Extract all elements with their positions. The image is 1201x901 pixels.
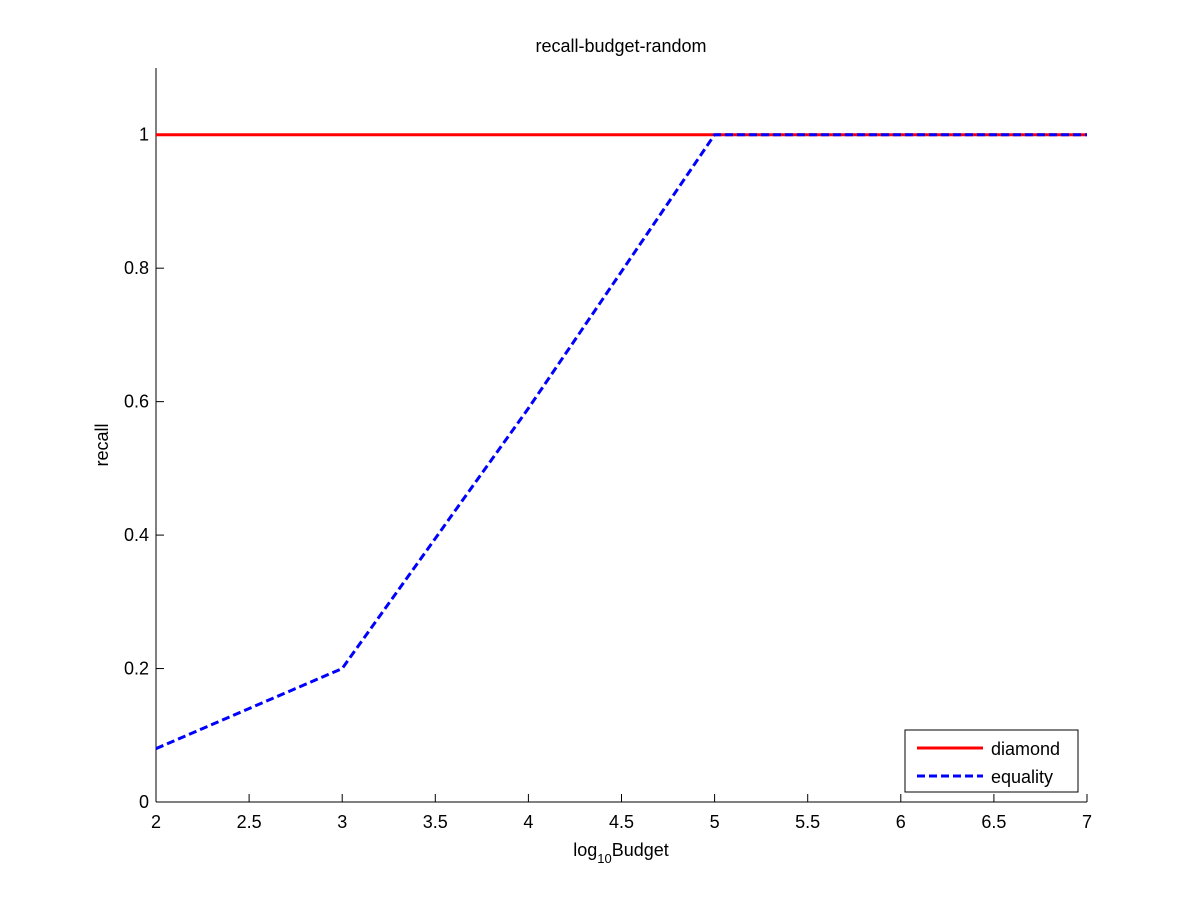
y-tick-label-0-2: 0.2 xyxy=(124,659,149,679)
y-tick-label-0: 0 xyxy=(139,792,149,812)
legend-label-diamond: diamond xyxy=(991,739,1060,759)
y-tick-label-0-4: 0.4 xyxy=(124,525,149,545)
x-ticks: 2 2.5 3 3.5 4 4.5 5 5.5 6 6.5 7 xyxy=(151,794,1092,832)
x-axis-label-prefix: log xyxy=(573,840,597,860)
legend-label-equality: equality xyxy=(991,767,1053,787)
x-tick-label-3: 3 xyxy=(337,812,347,832)
x-tick-label-6-5: 6.5 xyxy=(981,812,1006,832)
y-axis-label: recall xyxy=(92,423,112,466)
x-tick-label-5: 5 xyxy=(710,812,720,832)
x-axis-label: log10Budget xyxy=(573,840,669,866)
x-tick-label-4: 4 xyxy=(523,812,533,832)
y-tick-label-0-8: 0.8 xyxy=(124,258,149,278)
y-tick-label-0-6: 0.6 xyxy=(124,392,149,412)
x-tick-label-6: 6 xyxy=(896,812,906,832)
series-line-equality xyxy=(155,133,1087,750)
x-tick-label-4-5: 4.5 xyxy=(609,812,634,832)
chart-title: recall-budget-random xyxy=(535,36,706,56)
x-tick-label-2-5: 2.5 xyxy=(237,812,262,832)
x-tick-label-2: 2 xyxy=(151,812,161,832)
x-tick-label-7: 7 xyxy=(1082,812,1092,832)
x-tick-label-5-5: 5.5 xyxy=(795,812,820,832)
y-tick-label-1: 1 xyxy=(139,125,149,145)
x-axis-label-subscript: 10 xyxy=(597,851,611,866)
legend: diamond equality xyxy=(904,729,1079,793)
legend-box xyxy=(904,729,1079,793)
x-tick-label-3-5: 3.5 xyxy=(423,812,448,832)
series-layer xyxy=(155,133,1087,750)
x-axis-label-suffix: Budget xyxy=(612,840,669,860)
y-ticks: 0 0.2 0.4 0.6 0.8 1 xyxy=(124,125,164,812)
